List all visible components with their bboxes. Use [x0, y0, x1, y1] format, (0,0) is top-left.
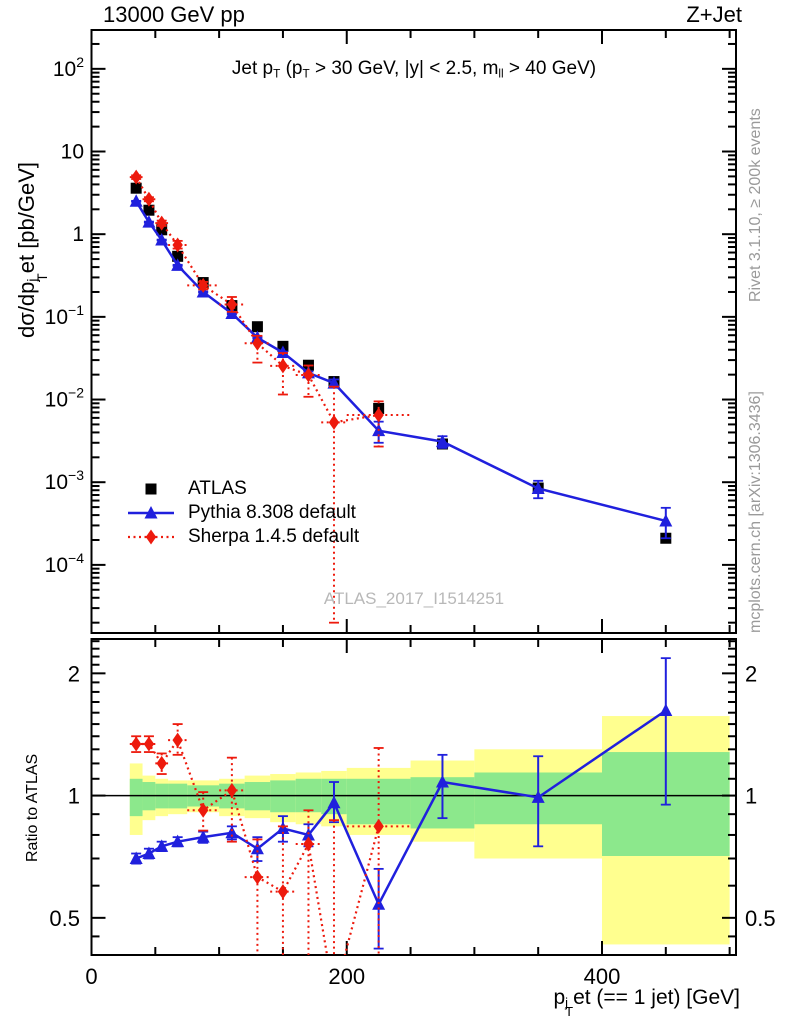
- process-label: Z+Jet: [686, 2, 742, 27]
- legend-label: ATLAS: [188, 478, 247, 499]
- legend-item-atlas: ATLAS: [126, 477, 359, 501]
- legend-label: Sherpa 1.4.5 default: [188, 526, 360, 547]
- ratio-y-tick-label-left: 2: [68, 661, 80, 686]
- ratio-y-tick-label-right: 2: [745, 661, 757, 686]
- rivet-version-note: Rivet 3.1.10, ≥ 200k events: [747, 108, 764, 302]
- legend-item-sherpa: Sherpa 1.4.5 default: [126, 525, 359, 549]
- legend-label: Pythia 8.308 default: [188, 502, 356, 523]
- ratio-y-tick-label-left: 0.5: [49, 906, 80, 931]
- ratio-y-axis-title: Ratio to ATLAS: [24, 753, 41, 862]
- main-y-tick-label: 1: [72, 223, 84, 246]
- beam-energy-label: 13000 GeV pp: [103, 2, 245, 27]
- legend: ATLAS Pythia 8.308 default Sherpa 1.4.5 de…: [126, 477, 359, 549]
- analysis-id-watermark: ATLAS_2017_I1514251: [323, 589, 505, 608]
- diamond-marker-icon: [128, 529, 174, 545]
- ratio-y-tick-label-left: 1: [68, 784, 80, 809]
- square-marker-icon: [145, 483, 157, 495]
- ratio-series-sherpa: [129, 723, 411, 955]
- tick-labels: 102 10 1 10−1 10−2 10−3 10−4 0 200 400 0.5 0.5 1 1 2 2: [45, 54, 776, 989]
- main-panel-frame: [90, 29, 737, 634]
- observable-title: Jet pT (pT > 30 GeV, |y| < 2.5, mll > 40…: [231, 58, 597, 81]
- mcplots-attribution-note: mcplots.cern.ch [arXiv:1306.3436]: [747, 391, 764, 633]
- triangle-marker-icon: [128, 506, 174, 519]
- ratio-y-tick-label-right: 0.5: [745, 906, 776, 931]
- uncertainty-bands: [129, 716, 730, 945]
- x-tick-label: 200: [328, 964, 365, 989]
- x-tick-label: 0: [85, 964, 97, 989]
- main-y-tick-label: 10: [61, 141, 84, 164]
- main-y-tick-label: 10−1: [45, 302, 85, 329]
- main-y-tick-label: 10−2: [45, 385, 85, 412]
- ratio-panel-frame: [90, 638, 737, 956]
- legend-item-pythia: Pythia 8.308 default: [126, 501, 359, 525]
- main-series-sherpa: [129, 169, 411, 624]
- main-y-tick-label: 10−4: [45, 550, 85, 577]
- ratio-y-tick-label-right: 1: [745, 784, 757, 809]
- main-y-tick-label: 10−3: [45, 467, 85, 494]
- ratio-series-pythia: [129, 657, 673, 950]
- x-tick-label: 400: [584, 964, 621, 989]
- main-y-tick-label: 102: [53, 54, 84, 81]
